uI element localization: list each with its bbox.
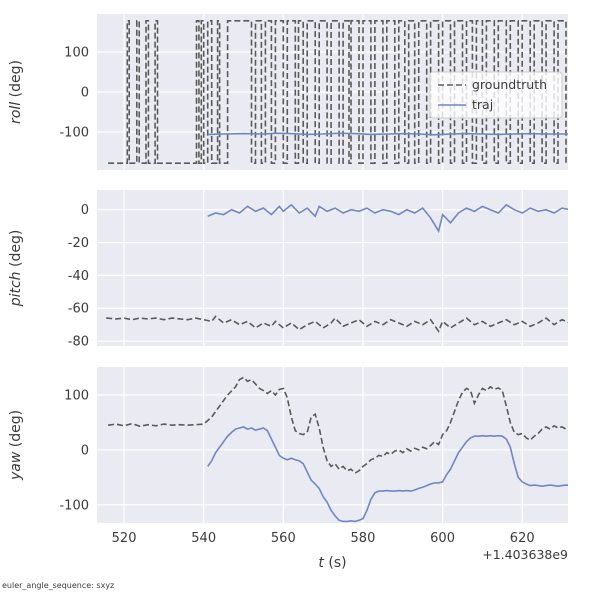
series-traj [207,132,568,136]
x-tick-label: 540 [191,531,216,546]
series-traj [207,203,568,234]
series-groundtruth [106,315,568,333]
series-traj [207,426,568,523]
y-axis-label: yaw (deg) [8,410,24,481]
subplot-roll: -100 0 100 roll (deg) groundtruth traj [8,14,568,170]
y-tick-label: 0 [81,203,89,218]
legend-box [429,71,563,119]
y-tick-label: -100 [59,126,89,141]
y-tick-label: -100 [59,498,89,513]
y-axis-label: roll (deg) [8,60,24,124]
y-tick-label: 100 [64,389,89,404]
y-tick-label: -60 [68,302,89,317]
x-tick-label: 620 [510,531,535,546]
legend-label: traj [472,97,493,112]
x-axis-label: t (s) [318,555,346,571]
legend: groundtruth traj [429,71,563,119]
y-axis-label: pitch (deg) [8,230,24,308]
x-offset-text: +1.403638e9 [482,547,568,562]
x-tick-label: 580 [351,531,376,546]
y-tick-label: -20 [68,236,89,251]
x-tick-label: 560 [271,531,296,546]
y-tick-label: 0 [81,86,89,101]
y-tick-label: -40 [68,269,89,284]
x-tick-label: 600 [430,531,455,546]
subplot-yaw: -100 0 100 yaw (deg) [8,367,568,523]
axes-background [97,367,568,523]
legend-label: groundtruth [472,77,547,92]
subplot-pitch: -80 -60 -40 -20 0 pitch (deg) [8,190,568,350]
y-tick-label: -80 [68,335,89,350]
series-groundtruth [107,376,568,474]
y-tick-label: 0 [81,443,89,458]
euler-sequence-footnote: euler_angle_sequence: sxyz [2,581,115,590]
y-tick-label: 100 [64,46,89,61]
axes-background [97,190,568,346]
x-tick-label: 520 [112,531,137,546]
